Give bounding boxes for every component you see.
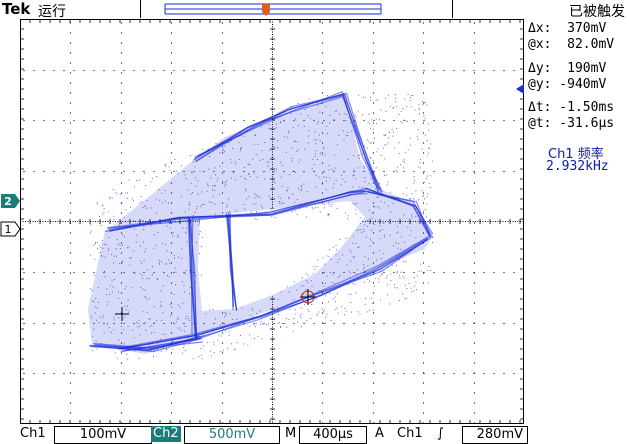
ch1-marker-label: 1 xyxy=(5,223,12,236)
at-x-readout: @x: 82.0mV xyxy=(528,37,615,52)
trigger-slope-icon: ∫ xyxy=(437,426,444,441)
at-t-readout: @t: -31.6μs xyxy=(528,116,615,131)
ch2-scale[interactable]: 500mV xyxy=(184,426,280,444)
at-y-readout: @y: -940mV xyxy=(528,77,607,92)
ch1-scale[interactable]: 100mV xyxy=(54,426,152,444)
timebase-scale[interactable]: 400μs xyxy=(299,426,367,444)
run-state: 运行 xyxy=(38,4,66,20)
trigger-level-arrow[interactable] xyxy=(514,83,526,95)
timebase-label: M xyxy=(285,426,297,441)
divider xyxy=(452,0,453,18)
delta-t-readout: Δt: -1.50ms xyxy=(528,100,615,115)
record-position-bar[interactable] xyxy=(164,0,382,18)
trigger-state: 已被触发 xyxy=(569,4,625,20)
trigger-mode: A xyxy=(375,426,384,441)
delta-y-readout: Δy: 190mV xyxy=(528,61,607,76)
cursor-b[interactable] xyxy=(300,289,316,305)
brand-logo: Tek xyxy=(2,0,31,18)
ch2-label: Ch2 xyxy=(151,426,181,442)
ch1-ground-marker[interactable]: 1 xyxy=(0,221,22,237)
top-status-bar: Tek 运行 已被触发 xyxy=(0,0,629,20)
divider xyxy=(140,0,141,18)
bottom-status-bar: Ch1 100mV Ch2 500mV M 400μs A Ch1 ∫ 280m… xyxy=(0,425,629,444)
ch2-marker-label: 2 xyxy=(4,195,12,208)
ch2-ground-marker[interactable]: 2 xyxy=(0,193,22,209)
waveform-display[interactable] xyxy=(20,19,524,424)
frequency-value: 2.932kHz xyxy=(546,159,609,174)
trigger-level[interactable]: 280mV xyxy=(462,426,528,444)
cursor-a[interactable] xyxy=(115,307,129,321)
trigger-source[interactable]: Ch1 xyxy=(397,426,423,441)
ch1-label: Ch1 xyxy=(20,426,46,441)
frequency-label: Ch1 频率 xyxy=(548,147,604,162)
delta-x-readout: Δx: 370mV xyxy=(528,21,607,36)
xy-trace xyxy=(88,91,434,360)
